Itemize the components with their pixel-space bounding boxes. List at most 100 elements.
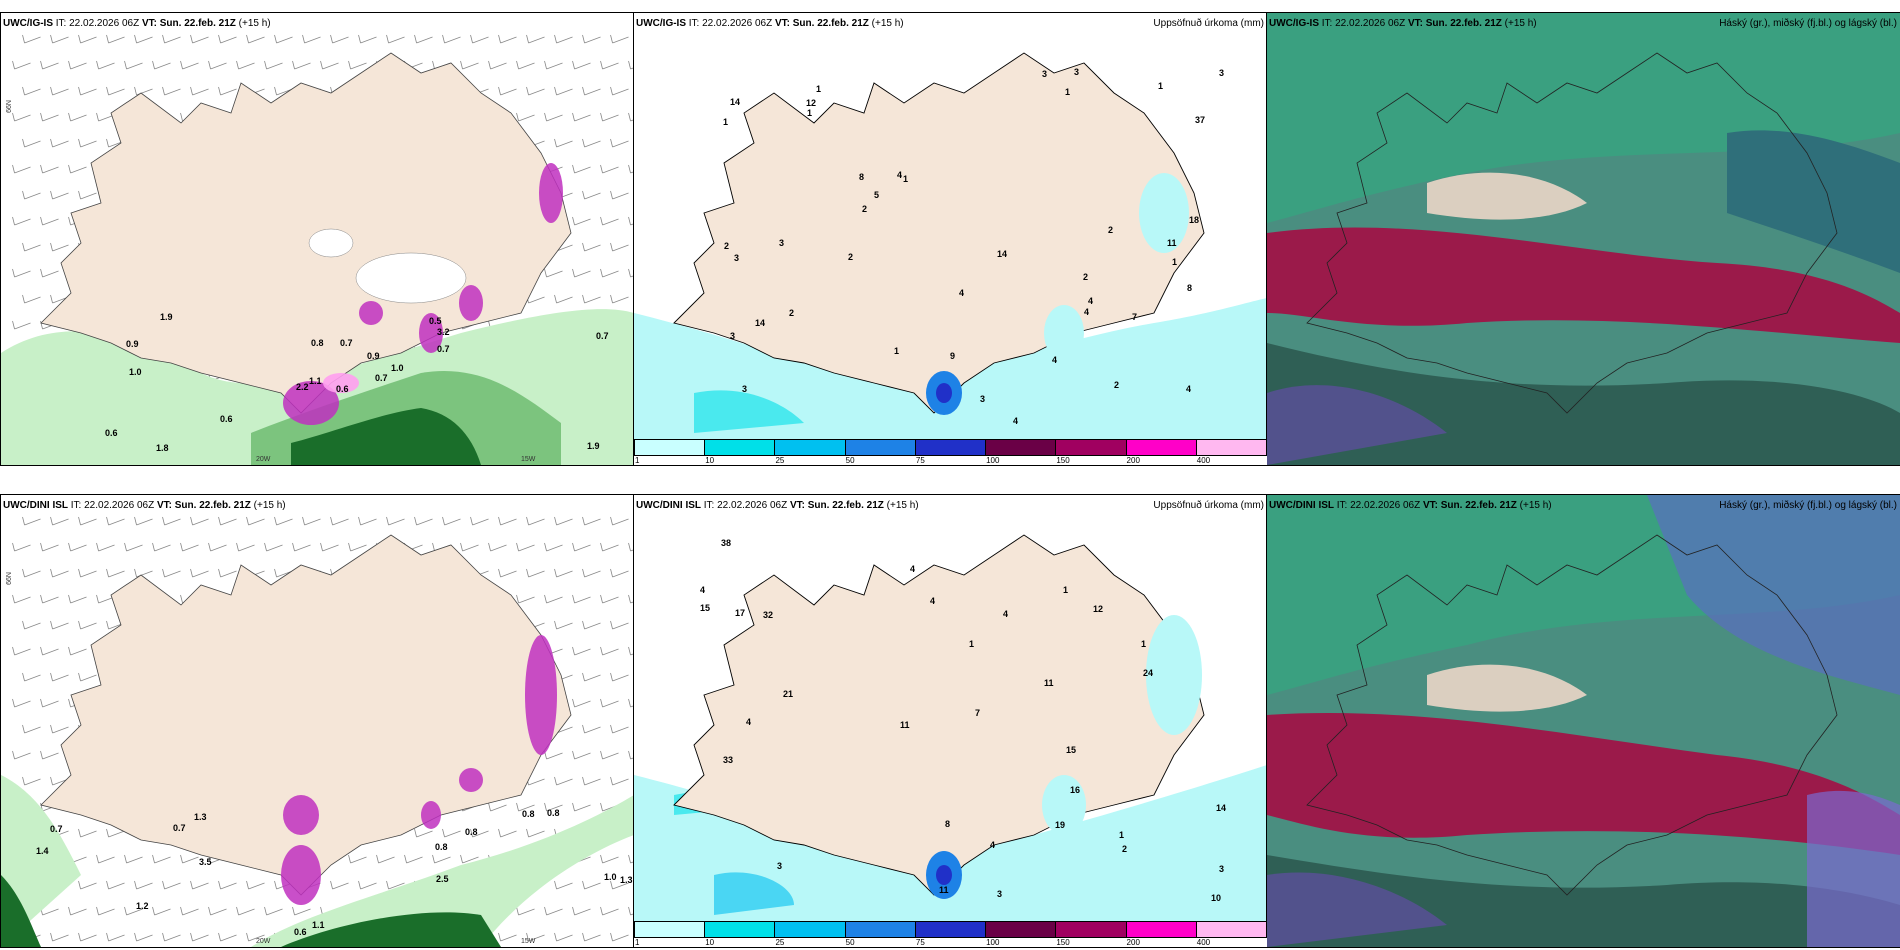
value-label: 16 [1070,785,1080,795]
wind-barb [582,516,601,526]
value-label: 3 [777,861,782,871]
wind-barb [124,60,143,70]
wind-barb [600,906,619,916]
colorbar-label: 50 [845,456,855,465]
colorbar-label: 100 [986,456,1000,465]
value-label: 33 [723,755,733,765]
wind-barb [292,906,311,916]
wind-barb [50,620,69,630]
wind-barb [246,880,265,890]
colorbar-label: 400 [1196,456,1211,465]
wind-barb [554,516,573,526]
wind-barb [582,568,601,578]
value-label: 7 [975,708,980,718]
wind-barb [330,516,349,526]
wind-barb [106,516,125,526]
wind-barb [134,932,153,942]
wind-barb [208,542,227,552]
wind-barb [544,542,563,552]
value-label: 1 [1065,87,1070,97]
wind-barb [376,854,395,864]
wind-barb [292,60,311,70]
wind-barb [516,594,535,604]
wind-barb [516,906,535,916]
wind-barb [572,268,591,278]
lon-label-15w: 15W [521,456,536,463]
wind-barb [488,60,507,70]
wind-barb [78,568,97,578]
wind-barb [12,112,31,122]
colorbar-label: 400 [1196,938,1211,947]
wind-barb [106,828,125,838]
wind-barb [12,646,31,656]
wind-barb [432,854,451,864]
wind-barb [236,60,255,70]
value-label: 18 [1189,215,1199,225]
wind-barb [124,906,143,916]
wind-barb [274,34,293,44]
wind-barb [162,568,181,578]
colorbar-swatch [704,921,776,938]
wind-barb [610,776,629,786]
wind-barb [162,86,181,96]
wind-barb [554,880,573,890]
wind-barb [40,750,59,760]
wind-barb [78,672,97,682]
lon-label-20w: 20W [256,456,271,463]
value-label: 0.7 [50,824,63,834]
value-label: 3 [1042,69,1047,79]
wind-barb [96,60,115,70]
wind-barb [582,190,601,200]
wind-barb [22,190,41,200]
wind-barb [22,568,41,578]
wind-barb [582,242,601,252]
wind-barb [470,828,489,838]
cloud-map [1267,13,1900,465]
wind-barb [442,34,461,44]
wind-barb [106,880,125,890]
value-label: 1 [1063,585,1068,595]
value-label: 24 [1143,668,1153,678]
wind-barb [610,34,629,44]
wind-barb [50,242,69,252]
wind-barb [358,34,377,44]
wind-barb [68,164,87,174]
wind-barb [190,880,209,890]
colorbar-label: 200 [1126,938,1140,947]
wind-barb [526,516,545,526]
wind-barb [572,112,591,122]
wind-barb [610,724,629,734]
wind-barb [582,672,601,682]
panel-title: UWC/DINI ISL IT: 22.02.2026 06Z VT: Sun.… [1269,500,1552,511]
value-label: 3 [1074,67,1079,77]
wind-barb [498,568,517,578]
precip-value-labels: 1241114312133141517312141941615811112432… [700,538,1226,903]
wind-barb [610,880,629,890]
wind-barb [218,932,237,942]
wind-barb [78,86,97,96]
wind-barb [152,906,171,916]
wind-barb [572,802,591,812]
value-label: 3 [742,384,747,394]
wind-barb [600,216,619,226]
wind-barb [600,854,619,864]
wind-barb [470,516,489,526]
wind-barb [50,86,69,96]
wind-barb [12,60,31,70]
wind-barb [190,516,209,526]
value-label: 14 [755,318,765,328]
wind-barb [610,190,629,200]
wind-barb [526,568,545,578]
panel-title: UWC/IG-IS IT: 22.02.2026 06Z VT: Sun. 22… [636,18,904,29]
value-label: 14 [730,97,740,107]
wind-barb [40,268,59,278]
wind-barb [152,854,171,864]
wind-barb [582,86,601,96]
value-label: 37 [1195,115,1205,125]
wind-barb [22,620,41,630]
wind-barb [218,516,237,526]
wind-barb [572,906,591,916]
colorbar-swatch [1055,921,1127,938]
colorbar-label: 10 [705,938,715,947]
wind-map: 0.60.91.10.61.00.60.50.73.20.71.91.91.00… [1,13,634,465]
